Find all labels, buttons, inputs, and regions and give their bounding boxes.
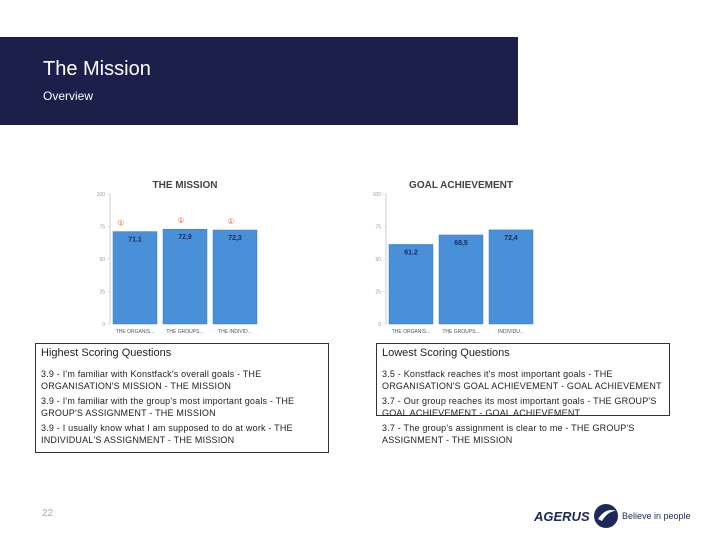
mission-chart-svg: THE MISSION 0 25 50 75 100 71.1 ① THE ORGANIS...… bbox=[97, 180, 258, 335]
bar bbox=[388, 244, 434, 325]
category-label: THE GROUPS... bbox=[442, 329, 479, 335]
y-tick-label: 25 bbox=[99, 290, 105, 296]
page-subtitle: Overview bbox=[43, 89, 94, 103]
chart-title: GOAL ACHIEVEMENT bbox=[409, 180, 513, 191]
bar bbox=[488, 229, 534, 325]
y-tick-label: 75 bbox=[375, 225, 381, 231]
category-label: THE GROUPS... bbox=[166, 329, 203, 335]
marker-icon: ① bbox=[117, 219, 124, 228]
agerus-logo: AGERUS Believe in people bbox=[533, 499, 694, 533]
header-banner: The Mission Overview bbox=[0, 37, 518, 125]
data-label: 72,9 bbox=[178, 234, 192, 241]
category-label: THE INDIVID... bbox=[218, 329, 252, 335]
data-label: 68,5 bbox=[454, 240, 468, 247]
lowest-scoring-box: Lowest Scoring Questions 3.5 - Konstfack… bbox=[376, 343, 670, 445]
y-tick-label: 50 bbox=[99, 257, 105, 263]
lowest-question-1: 3.5 - Konstfack reaches it's most import… bbox=[382, 369, 662, 391]
highest-question-1: 3.9 - I'm familiar with Konstfack's over… bbox=[41, 369, 262, 391]
y-tick-label: 100 bbox=[97, 192, 106, 198]
chart-title: THE MISSION bbox=[152, 180, 217, 191]
highest-question-3: 3.9 - I usually know what I am supposed … bbox=[41, 423, 293, 445]
logo-tagline: Believe in people bbox=[622, 511, 691, 521]
y-tick-label: 100 bbox=[373, 192, 382, 198]
y-tick-label: 75 bbox=[99, 225, 105, 231]
lowest-scoring-title: Lowest Scoring Questions bbox=[382, 347, 510, 359]
highest-question-2: 3.9 - I'm familiar with the group's most… bbox=[41, 396, 295, 418]
category-label: INDIVIDU... bbox=[498, 329, 524, 335]
highest-scoring-title: Highest Scoring Questions bbox=[41, 347, 172, 359]
goal-achievement-chart: GOAL ACHIEVEMENT 0 25 50 75 100 61.2 THE ORGANI… bbox=[364, 176, 534, 336]
page-number: 22 bbox=[42, 508, 54, 519]
bar bbox=[212, 229, 258, 325]
marker-icon: ① bbox=[177, 216, 184, 225]
lowest-question-3: 3.7 - The group's assignment is clear to… bbox=[382, 423, 635, 445]
bar bbox=[438, 234, 484, 325]
marker-icon: ① bbox=[227, 217, 234, 226]
lowest-question-2: 3.7 - Our group reaches its most importa… bbox=[382, 396, 657, 418]
y-tick-label: 0 bbox=[378, 322, 381, 328]
category-label: THE ORGANIS... bbox=[116, 329, 155, 335]
bar bbox=[112, 231, 158, 325]
data-label: 61.2 bbox=[404, 249, 418, 256]
bar bbox=[162, 228, 208, 325]
logo-wordmark: AGERUS bbox=[534, 509, 590, 524]
goal-achievement-chart-svg: GOAL ACHIEVEMENT 0 25 50 75 100 61.2 THE ORGANI… bbox=[373, 180, 534, 335]
category-label: THE ORGANIS... bbox=[392, 329, 431, 335]
page-title: The Mission bbox=[43, 58, 151, 80]
y-tick-label: 0 bbox=[102, 322, 105, 328]
data-label: 72,3 bbox=[228, 235, 242, 242]
mission-chart: THE MISSION 0 25 50 75 100 71.1 ① THE ORGANIS...… bbox=[88, 176, 258, 336]
y-tick-label: 50 bbox=[375, 257, 381, 263]
logo-swoosh-icon bbox=[594, 504, 618, 528]
data-label: 71.1 bbox=[128, 237, 142, 244]
highest-scoring-box: Highest Scoring Questions 3.9 - I'm fami… bbox=[35, 343, 329, 453]
y-tick-label: 25 bbox=[375, 290, 381, 296]
data-label: 72,4 bbox=[504, 235, 518, 242]
